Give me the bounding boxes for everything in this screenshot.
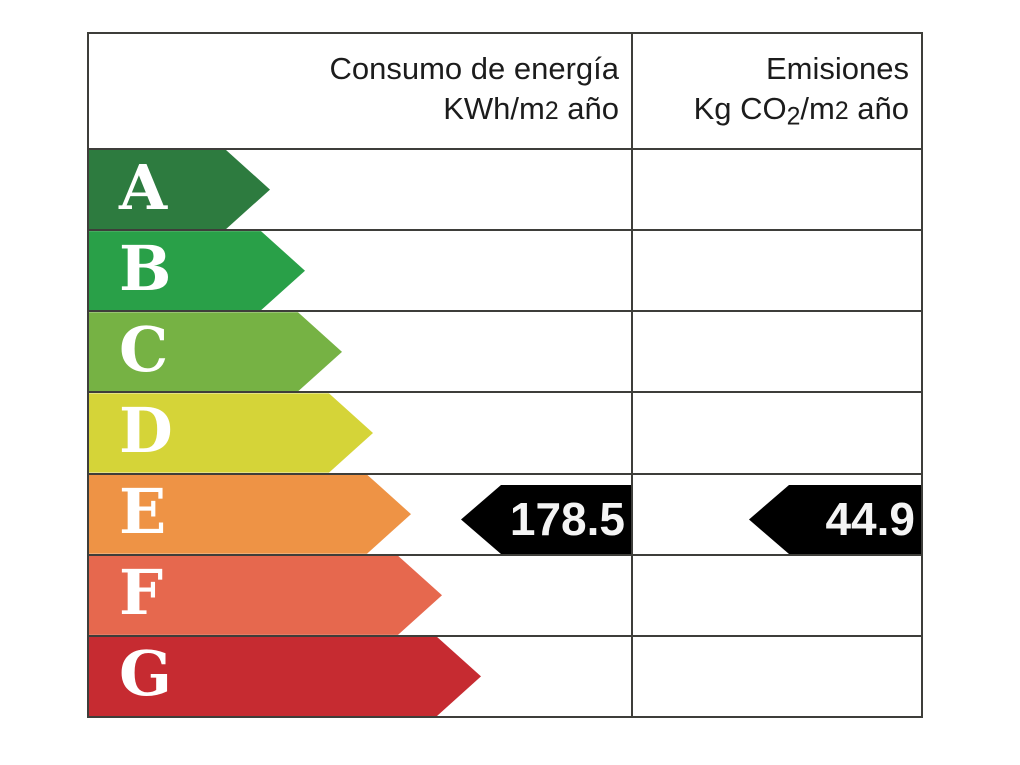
consumption-value: 178.5 [509, 493, 625, 545]
rating-row-a: A [89, 150, 921, 232]
rating-letter-g: G [119, 637, 172, 711]
emissions-indicator-arrow: 44.9 [749, 485, 921, 554]
header-emissions-unit: Kg CO2/m2 año [693, 91, 909, 131]
rating-bar-e: E [89, 475, 411, 554]
table-header: Consumo de energía KWh/m2 año Emisiones … [89, 34, 921, 150]
header-consumption: Consumo de energía KWh/m2 año [89, 34, 633, 148]
consumption-indicator-arrow: 178.5 [461, 485, 631, 554]
rating-letter-f: F [119, 556, 164, 630]
rating-letter-a: A [119, 150, 168, 224]
emissions-value: 44.9 [825, 493, 915, 545]
rating-letter-b: B [119, 231, 172, 305]
rating-bar-d: D [89, 393, 373, 472]
rating-row-g: G [89, 636, 921, 716]
rating-bar-c: C [89, 312, 342, 391]
rating-bar-f: F [89, 556, 442, 635]
certificate-table: Consumo de energía KWh/m2 año Emisiones … [87, 32, 923, 718]
rating-bar-g: G [89, 637, 481, 716]
rating-row-f: F [89, 555, 921, 637]
header-emissions: Emisiones Kg CO2/m2 año [633, 34, 921, 148]
header-consumption-line1: Consumo de energía [329, 51, 619, 86]
column-divider [631, 150, 633, 716]
rating-letter-d: D [119, 393, 173, 467]
rating-bar-b: B [89, 231, 305, 310]
rating-bar-a: A [89, 150, 270, 229]
header-emissions-line1: Emisiones [766, 51, 909, 86]
header-consumption-unit: KWh/m2 año [443, 91, 619, 126]
rating-letter-c: C [119, 312, 169, 386]
rating-row-d: D [89, 393, 921, 475]
rating-row-b: B [89, 231, 921, 313]
rating-row-c: C [89, 312, 921, 394]
rating-letter-e: E [119, 475, 167, 549]
